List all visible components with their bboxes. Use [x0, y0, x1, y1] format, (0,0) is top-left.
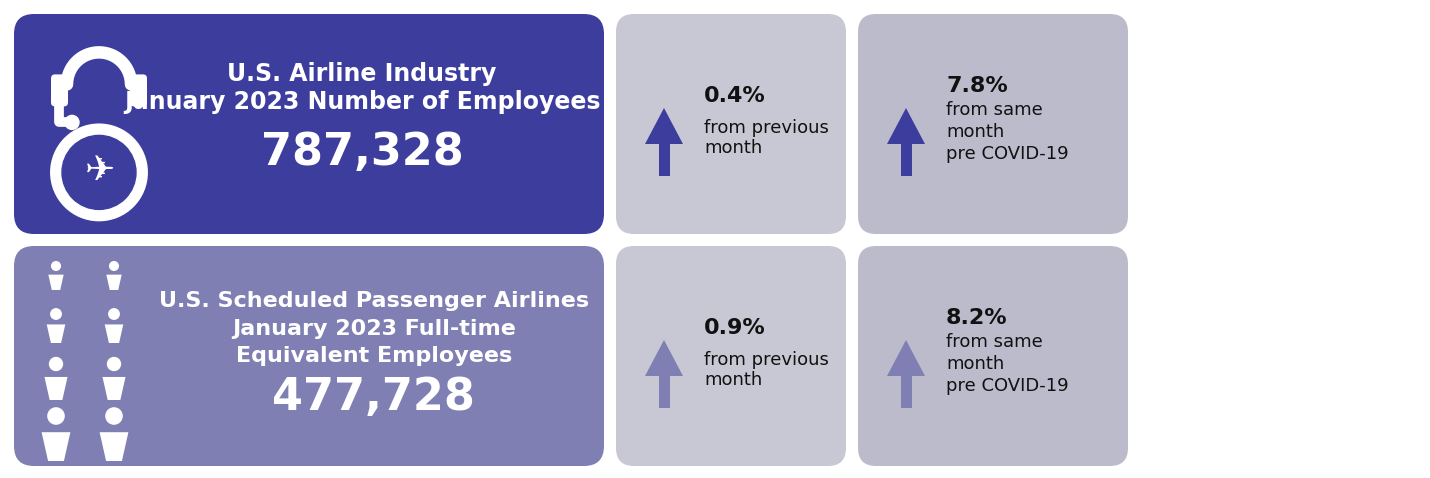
- Circle shape: [51, 309, 61, 319]
- Text: pre COVID-19: pre COVID-19: [947, 377, 1068, 395]
- Polygon shape: [645, 340, 684, 376]
- FancyBboxPatch shape: [858, 246, 1128, 466]
- Text: pre COVID-19: pre COVID-19: [947, 145, 1068, 163]
- Text: 0.9%: 0.9%: [704, 318, 765, 338]
- FancyBboxPatch shape: [858, 14, 1128, 234]
- Polygon shape: [47, 325, 66, 343]
- Text: 787,328: 787,328: [260, 130, 463, 174]
- Circle shape: [61, 135, 136, 209]
- Polygon shape: [100, 432, 129, 461]
- Circle shape: [50, 358, 63, 370]
- Polygon shape: [645, 108, 684, 144]
- Polygon shape: [887, 340, 925, 376]
- Circle shape: [107, 358, 120, 370]
- Polygon shape: [41, 432, 70, 461]
- FancyBboxPatch shape: [51, 75, 69, 107]
- Text: month: month: [947, 123, 1004, 141]
- Text: Equivalent Employees: Equivalent Employees: [236, 346, 512, 366]
- Text: from same: from same: [947, 101, 1042, 119]
- Text: ✈: ✈: [84, 154, 116, 188]
- Polygon shape: [104, 325, 123, 343]
- Circle shape: [109, 309, 119, 319]
- FancyBboxPatch shape: [130, 75, 147, 107]
- Text: January 2023 Full-time: January 2023 Full-time: [232, 319, 516, 339]
- Bar: [901, 144, 911, 176]
- Text: from previous: from previous: [704, 119, 829, 137]
- Circle shape: [47, 408, 64, 424]
- Circle shape: [110, 261, 119, 271]
- Polygon shape: [887, 108, 925, 144]
- Text: from same: from same: [947, 333, 1042, 351]
- Bar: [658, 144, 669, 176]
- Polygon shape: [103, 377, 126, 400]
- Text: month: month: [704, 371, 762, 389]
- Text: U.S. Airline Industry: U.S. Airline Industry: [227, 62, 496, 86]
- Text: January 2023 Number of Employees: January 2023 Number of Employees: [124, 90, 601, 114]
- FancyBboxPatch shape: [616, 14, 847, 234]
- Circle shape: [106, 408, 122, 424]
- Polygon shape: [106, 275, 122, 290]
- Polygon shape: [49, 275, 64, 290]
- Text: month: month: [704, 139, 762, 157]
- Bar: [658, 376, 669, 408]
- Text: 0.4%: 0.4%: [704, 86, 765, 106]
- Bar: [901, 376, 911, 408]
- Circle shape: [64, 115, 79, 130]
- Text: 8.2%: 8.2%: [947, 308, 1008, 328]
- FancyBboxPatch shape: [14, 14, 603, 234]
- Text: 7.8%: 7.8%: [947, 76, 1008, 96]
- FancyBboxPatch shape: [14, 246, 603, 466]
- Text: month: month: [947, 355, 1004, 373]
- FancyBboxPatch shape: [616, 246, 847, 466]
- Text: 477,728: 477,728: [273, 377, 475, 420]
- Text: U.S. Scheduled Passenger Airlines: U.S. Scheduled Passenger Airlines: [159, 291, 589, 311]
- Circle shape: [51, 261, 60, 271]
- Polygon shape: [44, 377, 67, 400]
- Text: from previous: from previous: [704, 351, 829, 369]
